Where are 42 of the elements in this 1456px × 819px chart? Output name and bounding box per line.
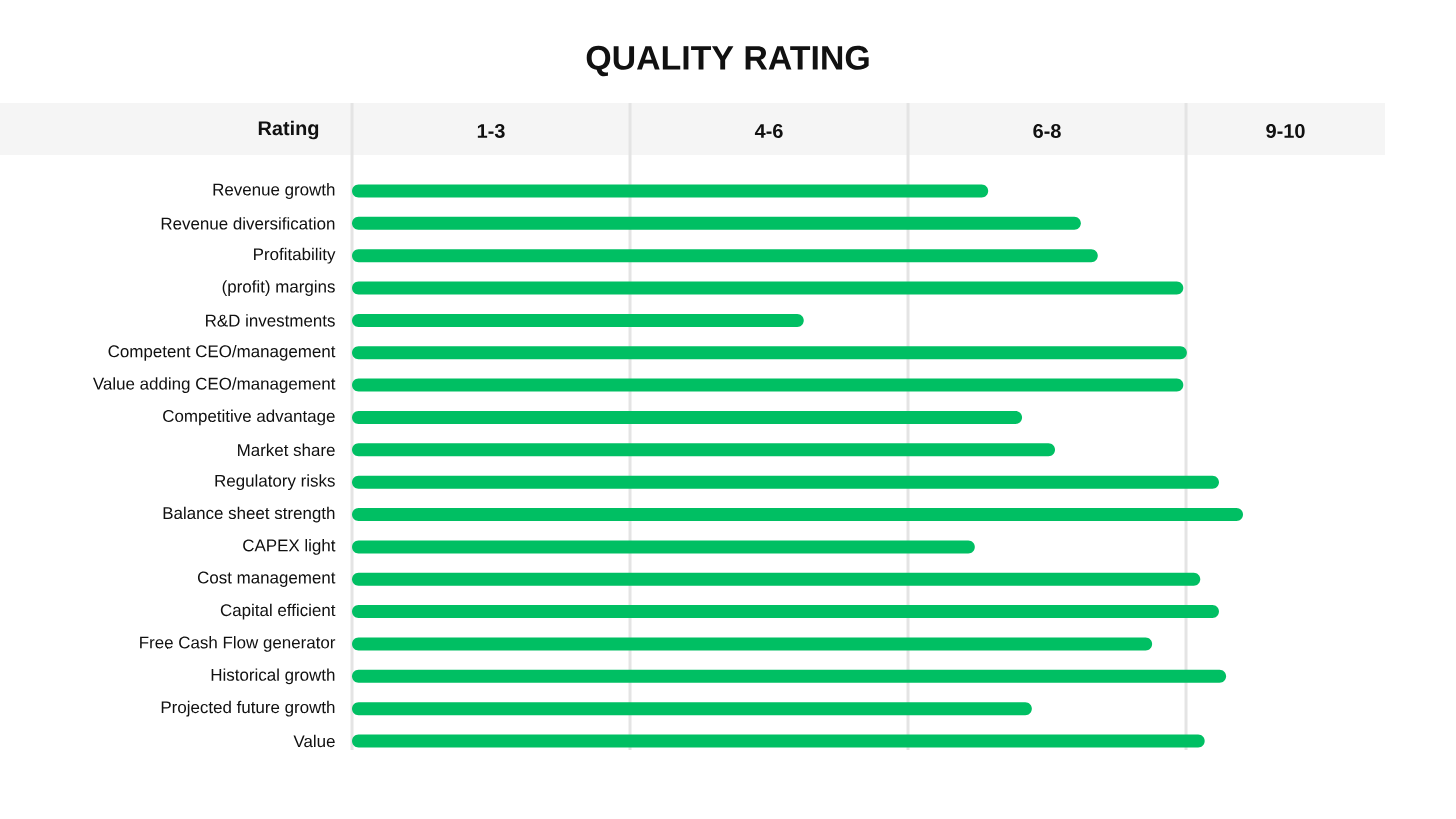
y-axis-title: Rating xyxy=(258,120,319,140)
y-tick-label: Regulatory risks xyxy=(215,474,335,491)
bar xyxy=(352,572,1201,586)
bar xyxy=(352,410,1023,424)
y-tick-label: Competitive advantage xyxy=(163,409,335,426)
y-tick-label: Value adding CEO/management xyxy=(92,377,336,394)
chart-title: QUALITY RATING xyxy=(586,45,869,77)
bar xyxy=(352,637,1153,651)
bar xyxy=(352,313,804,327)
bar xyxy=(352,669,1227,683)
text: 4-6 xyxy=(754,123,783,139)
y-tick-label: CAPEX light xyxy=(243,539,336,555)
y-tick-label: Competent CEO/management xyxy=(108,344,336,361)
bar xyxy=(352,281,1184,295)
bar xyxy=(352,249,1098,263)
y-tick-label: Cost management xyxy=(197,571,336,587)
y-tick-label: Value xyxy=(293,734,335,748)
y-tick-label: Revenue diversification xyxy=(161,217,335,230)
bar xyxy=(352,216,1081,230)
y-tick-label: Profitability xyxy=(254,247,336,264)
y-tick-label: Free Cash Flow generator xyxy=(140,636,336,652)
text: 6-8 xyxy=(1033,123,1061,139)
bar xyxy=(352,605,1219,619)
y-tick-label: Historical growth xyxy=(211,668,335,685)
y-tick-label: Capital efficient xyxy=(220,603,336,620)
y-tick-label: (profit) margins xyxy=(222,280,335,296)
bar xyxy=(352,443,1055,457)
bar xyxy=(352,184,989,198)
y-tick-label: Market share xyxy=(238,443,335,457)
y-tick-label: Balance sheet strength xyxy=(163,506,335,523)
bar xyxy=(352,475,1219,489)
bar xyxy=(352,702,1032,716)
bar xyxy=(352,346,1187,360)
bar xyxy=(352,540,975,554)
y-tick-label: R&D investments xyxy=(206,314,335,327)
bar xyxy=(352,508,1243,522)
y-tick-label: Revenue growth xyxy=(213,183,335,199)
bar xyxy=(352,734,1205,748)
text: 9-10 xyxy=(1266,123,1305,139)
text: 1-3 xyxy=(477,123,505,139)
y-tick-label: Projected future growth xyxy=(161,700,335,717)
bar xyxy=(352,378,1184,392)
